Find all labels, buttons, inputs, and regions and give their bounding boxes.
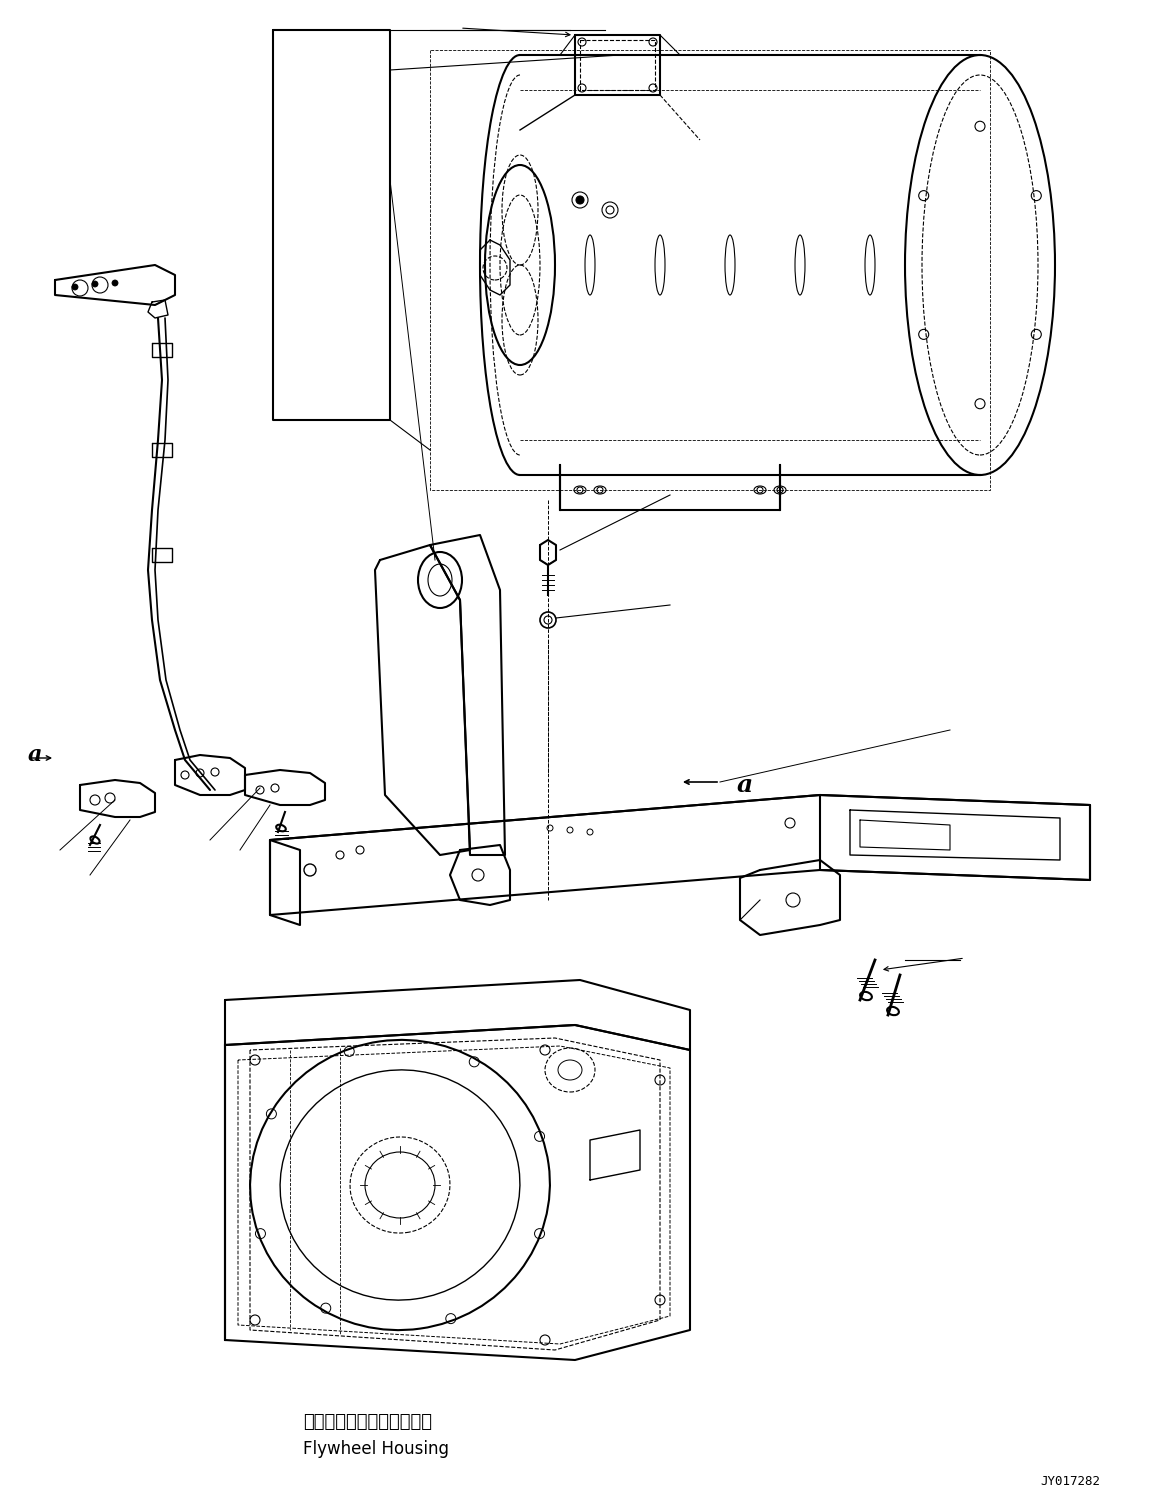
Circle shape [92, 280, 98, 286]
Text: a: a [28, 744, 43, 766]
Text: JY017282: JY017282 [1040, 1475, 1100, 1488]
Circle shape [112, 280, 118, 286]
Text: Flywheel Housing: Flywheel Housing [303, 1440, 449, 1458]
Text: フライホイールハウジング: フライホイールハウジング [303, 1413, 432, 1431]
Circle shape [576, 195, 585, 204]
Circle shape [71, 283, 78, 291]
Text: a: a [737, 772, 753, 798]
